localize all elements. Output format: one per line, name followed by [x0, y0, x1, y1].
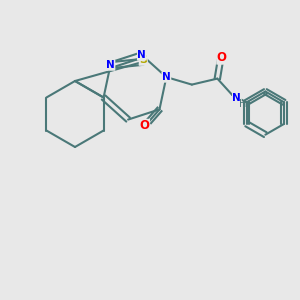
Text: N: N: [232, 93, 241, 103]
Text: O: O: [217, 51, 227, 64]
Text: N: N: [162, 72, 171, 82]
Text: O: O: [140, 119, 149, 132]
Text: N: N: [106, 60, 115, 70]
Text: N: N: [137, 50, 146, 60]
Text: H: H: [239, 98, 247, 109]
Text: S: S: [139, 55, 147, 65]
